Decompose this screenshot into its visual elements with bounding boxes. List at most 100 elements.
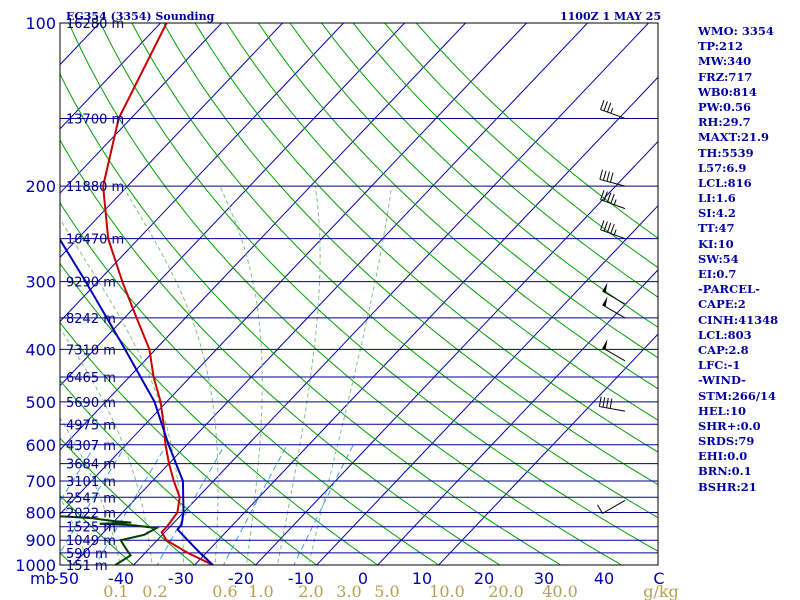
index-line: WMO: 3354 (698, 24, 774, 38)
wind-barb (602, 296, 626, 319)
moist-adiabat-line (60, 496, 90, 565)
pressure-tick-label: 900 (25, 531, 56, 550)
wind-barb-feather (609, 398, 613, 409)
temperature-tick-label: 0 (358, 569, 368, 588)
dry-adiabat-line (60, 494, 135, 565)
index-line: CAPE:2 (698, 297, 746, 312)
wind-barb-feather (600, 190, 605, 200)
wind-barb-feather (610, 223, 615, 234)
mixing-ratio-label: g/kg (643, 582, 679, 600)
dry-adiabat-line (60, 262, 379, 565)
plot-grid (60, 23, 658, 565)
wind-barbs (597, 99, 626, 514)
isobar-lines (60, 22, 658, 566)
height-label: 16280 m (66, 17, 124, 32)
parcel-line (60, 237, 214, 565)
dewpoint-line (60, 515, 160, 565)
wind-barb-feather (606, 171, 610, 182)
wind-barb-feather (602, 170, 607, 181)
pressure-tick-label: 400 (25, 340, 56, 359)
isotherm-line (132, 23, 649, 565)
temperature-tick-label: 40 (594, 569, 614, 588)
plot-frame (59, 22, 659, 566)
wind-barb-flag (602, 282, 608, 293)
pressure-tick-label: 600 (25, 436, 56, 455)
dry-adiabat-line (60, 202, 440, 565)
dry-adiabat-line (131, 23, 658, 519)
moist-adiabat-line (276, 186, 321, 565)
height-label: 151 m (66, 559, 108, 574)
index-line: EHI:0.0 (698, 449, 748, 464)
moist-adiabat-line (60, 416, 121, 565)
dry-adiabat-line (60, 72, 562, 565)
isotherm-line (60, 23, 283, 258)
index-line: RH:29.7 (698, 115, 751, 130)
index-line: L57:6.9 (698, 160, 747, 175)
index-line: SHR+:0.0 (698, 418, 761, 433)
pressure-tick-label: 500 (25, 393, 56, 412)
index-line: LFC:-1 (698, 358, 741, 373)
isotherm-line (437, 333, 658, 565)
index-line: SRDS:79 (698, 434, 755, 449)
index-line: BSHR:21 (698, 479, 757, 494)
wind-barb-shaft (600, 229, 626, 240)
wind-barb (599, 169, 626, 187)
temperature-tick-label: -50 (53, 569, 79, 588)
isotherm-line (376, 269, 658, 565)
pressure-tick-label: 100 (25, 14, 56, 33)
wind-barb-flag (602, 339, 608, 350)
index-line: LCL:803 (698, 327, 752, 342)
mixing-ratio-label: 1.0 (248, 582, 273, 600)
index-line: -PARCEL- (698, 282, 760, 297)
pressure-tick-label: 700 (25, 472, 56, 491)
index-line: STM:266/14 (698, 388, 777, 403)
height-label: 10470 m (66, 233, 124, 248)
wind-barb-feather (603, 101, 608, 111)
temperature-tick-label: -20 (228, 569, 254, 588)
temperature-tick-label: C (653, 569, 664, 588)
pressure-tick-label: 300 (25, 273, 56, 292)
wind-barb (600, 99, 626, 119)
height-label: 4307 m (66, 439, 116, 454)
height-label: 3684 m (66, 458, 116, 473)
wind-barb-feather (598, 396, 602, 407)
wind-barb-feather (600, 99, 605, 110)
index-line: PW:0.56 (698, 99, 752, 114)
height-label: 2547 m (66, 491, 116, 506)
height-label: 11880 m (66, 180, 124, 195)
wind-barb-shaft (602, 347, 626, 362)
chart-time: 1100Z 1 MAY 25 (560, 10, 661, 23)
height-label: 5690 m (66, 396, 116, 411)
isotherm-line (60, 23, 161, 130)
temperature-tick-label: 30 (534, 569, 554, 588)
height-label: 4975 m (66, 418, 116, 433)
pressure-tick-label: 800 (25, 503, 56, 522)
dry-adiabat-line (99, 23, 658, 552)
isotherm-line (60, 23, 222, 194)
wind-barb-shaft (602, 304, 626, 319)
mixing-ratio-label: 5.0 (374, 582, 399, 600)
wind-barb-shaft (599, 406, 626, 412)
wind-barb-feather (606, 192, 612, 203)
height-label: 7310 m (66, 343, 116, 358)
wind-barb-feather (603, 191, 608, 202)
height-label: 13700 m (66, 112, 124, 127)
dry-adiabat-line (226, 23, 658, 421)
height-label: 590 m (66, 547, 108, 562)
mixing-ratio-line (293, 444, 354, 565)
mixing-ratio-line (94, 444, 168, 565)
isotherm-line (315, 204, 658, 565)
wind-barb-shaft (600, 109, 626, 119)
indices-panel: WMO: 3354 TP:212 MW:340 FRZ:717 WB0:814 PW:0.… (698, 24, 798, 495)
mixing-ratio-label: 0.6 (212, 582, 237, 600)
dry-adiabat-line (60, 139, 501, 565)
temperature-tick-label: -40 (108, 569, 134, 588)
index-line: TH:5539 (698, 145, 754, 160)
wind-barb-feather (600, 220, 605, 230)
mixing-ratio-label: 0.2 (142, 582, 167, 600)
temperature-tick-label: 10 (412, 569, 432, 588)
pressure-tick-label: 1000 (15, 556, 56, 575)
height-label: 6465 m (66, 371, 116, 386)
wind-barb-shaft (600, 199, 626, 210)
